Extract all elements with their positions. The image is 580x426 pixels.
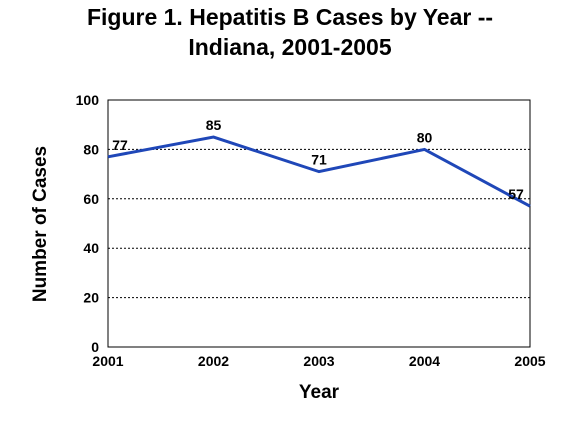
data-label-2004: 80: [417, 129, 433, 145]
data-label-2005: 57: [508, 186, 524, 202]
y-tick-label-100: 100: [76, 92, 100, 108]
series-line: [107, 135, 531, 208]
y-tick-label-60: 60: [83, 191, 99, 207]
y-tick-label-20: 20: [83, 290, 99, 306]
x-axis-label: Year: [299, 382, 340, 403]
x-tick-label-2001: 2001: [92, 353, 123, 369]
x-tick-label-2005: 2005: [514, 353, 545, 369]
chart-title-line-2: Indiana, 2001-2005: [188, 34, 392, 60]
data-label-2001: 77: [112, 137, 128, 153]
y-axis-label: Number of Cases: [30, 146, 51, 302]
x-tick-label-2004: 2004: [409, 353, 440, 369]
data-label-2002: 85: [206, 117, 222, 133]
chart-title: Figure 1. Hepatitis B Cases by Year -- I…: [0, 2, 580, 62]
y-tick-label-40: 40: [83, 240, 99, 256]
x-tick-label-2003: 2003: [303, 353, 334, 369]
x-tick-label-2002: 2002: [198, 353, 229, 369]
data-label-2003: 71: [311, 152, 327, 168]
y-tick-label-80: 80: [83, 141, 99, 157]
y-tick-label-0: 0: [91, 339, 99, 355]
plot-area-frame: [107, 99, 531, 348]
chart-title-line-1: Figure 1. Hepatitis B Cases by Year --: [86, 4, 494, 30]
